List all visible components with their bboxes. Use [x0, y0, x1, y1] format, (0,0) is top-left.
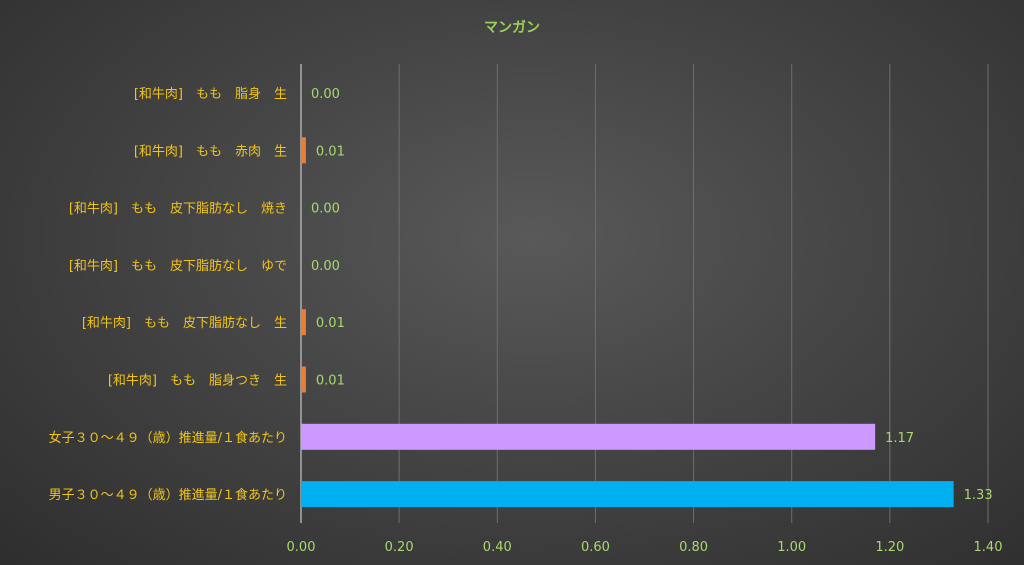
data-label: 1.17	[885, 431, 914, 446]
data-label: 0.01	[316, 144, 345, 159]
x-tick-label: 1.40	[974, 540, 1003, 555]
category-label: [和牛肉] もも 脂身 生	[134, 86, 287, 102]
data-label: 0.00	[311, 202, 340, 217]
x-tick-label: 1.20	[875, 540, 904, 555]
category-label: 女子３０～４９（歳）推進量/１食あたり	[49, 430, 287, 446]
x-tick-label: 0.60	[581, 540, 610, 555]
bar	[301, 137, 306, 164]
data-labels: 0.00 0.01 0.00 0.00 0.01 0.01 1.17 1.33	[311, 87, 993, 503]
x-tick-label: 0.00	[287, 540, 316, 555]
category-label: [和牛肉] もも 皮下脂肪なし 焼き	[69, 201, 287, 217]
x-tick-labels: 0.00 0.20 0.40 0.60 0.80 1.00 1.20 1.40	[287, 540, 1003, 555]
x-tick-label: 1.00	[777, 540, 806, 555]
bar	[301, 481, 954, 508]
data-label: 0.01	[316, 316, 345, 331]
data-label: 0.01	[316, 374, 345, 389]
bars	[301, 137, 954, 508]
category-label: [和牛肉] もも 赤肉 生	[134, 144, 287, 159]
bar	[301, 366, 306, 393]
bar	[301, 309, 306, 336]
category-label: [和牛肉] もも 皮下脂肪なし ゆで	[69, 258, 287, 274]
category-label: [和牛肉] もも 皮下脂肪なし 生	[82, 315, 287, 331]
category-label: [和牛肉] もも 脂身つき 生	[108, 373, 287, 389]
x-tick-label: 0.40	[483, 540, 512, 555]
data-label: 0.00	[311, 87, 340, 102]
category-label: 男子３０～４９（歳）推進量/１食あたり	[49, 487, 287, 503]
gridlines	[300, 64, 989, 523]
category-labels: [和牛肉] もも 脂身 生 [和牛肉] もも 赤肉 生 [和牛肉] もも 皮下脂肪な…	[49, 86, 287, 503]
data-label: 0.00	[311, 259, 340, 274]
x-tick-label: 0.80	[679, 540, 708, 555]
chart-title: マンガン	[484, 20, 540, 36]
x-tick-label: 0.20	[385, 540, 414, 555]
bar	[301, 423, 876, 450]
data-label: 1.33	[964, 488, 993, 503]
